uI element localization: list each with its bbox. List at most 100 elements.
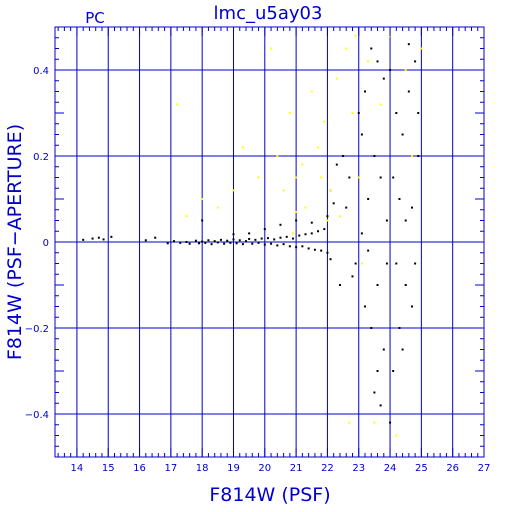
data-point: [410, 206, 413, 209]
data-point: [102, 238, 105, 241]
y-tick-labels: −0.4 −0.2 0 0.2 0.4: [25, 66, 49, 421]
x-tick-label: 16: [133, 463, 146, 474]
data-point: [313, 248, 316, 251]
data-point: [323, 120, 326, 123]
data-point: [279, 236, 282, 239]
data-point: [232, 233, 235, 236]
data-point: [398, 198, 401, 200]
data-point: [317, 230, 320, 233]
data-point: [232, 238, 235, 241]
data-point: [263, 243, 266, 246]
data-point: [357, 176, 360, 179]
data-point: [329, 189, 332, 192]
data-point: [295, 210, 298, 213]
x-tick-labels: 14 15 16 17 18 19 20 21 22 23 24 25 26 27: [71, 463, 491, 474]
x-tick-label: 14: [71, 463, 84, 474]
data-point: [382, 348, 385, 351]
y-tick-label: 0.2: [33, 152, 49, 163]
data-point: [188, 242, 191, 245]
data-point: [185, 215, 188, 218]
x-tick-label: 22: [321, 463, 334, 474]
data-point: [282, 189, 285, 192]
data-point: [245, 240, 248, 243]
data-point: [373, 421, 376, 424]
x-tick-label: 19: [227, 463, 240, 474]
data-point: [407, 43, 410, 46]
data-point: [326, 219, 329, 222]
x-tick-label: 20: [258, 463, 271, 474]
data-point: [326, 215, 329, 218]
data-point: [360, 262, 363, 265]
data-point: [370, 327, 373, 329]
data-point: [232, 189, 235, 192]
data-point: [389, 421, 392, 424]
data-point: [285, 235, 288, 238]
data-point: [295, 219, 298, 222]
corner-label: PC: [85, 9, 105, 27]
data-point: [295, 246, 298, 249]
data-point: [301, 163, 304, 166]
data-point: [354, 262, 357, 265]
data-point: [194, 239, 197, 242]
data-point: [345, 206, 348, 209]
data-point: [307, 247, 310, 250]
data-point: [367, 60, 370, 63]
data-point: [392, 370, 395, 372]
x-tick-label: 21: [290, 463, 303, 474]
data-point: [263, 228, 266, 231]
data-point: [364, 305, 367, 308]
data-point: [291, 237, 294, 240]
data-point: [317, 146, 320, 149]
data-point: [370, 47, 373, 50]
data-point: [335, 163, 338, 166]
data-point: [404, 219, 407, 222]
data-point: [298, 234, 301, 237]
chart-title: lmc_u5ay03: [214, 3, 323, 24]
data-point: [97, 236, 100, 239]
data-point: [310, 90, 313, 93]
data-point: [110, 235, 113, 238]
data-point: [367, 198, 370, 200]
data-point: [210, 243, 213, 246]
data-point: [379, 176, 382, 179]
data-point: [395, 434, 398, 437]
y-tick-label: −0.2: [25, 324, 49, 335]
data-point: [357, 112, 360, 114]
data-point: [335, 77, 338, 80]
data-point: [414, 60, 417, 63]
data-point: [329, 258, 332, 261]
data-point: [144, 239, 147, 242]
data-point: [266, 237, 269, 240]
data-point: [207, 239, 210, 242]
data-point: [385, 262, 388, 265]
y-tick-label: 0.4: [33, 66, 49, 77]
data-point: [407, 90, 410, 93]
data-point: [417, 155, 420, 157]
data-point: [332, 202, 335, 205]
data-point: [204, 241, 207, 244]
data-point: [342, 155, 345, 157]
x-tick-label: 15: [102, 463, 115, 474]
data-point: [338, 215, 341, 218]
data-point: [376, 284, 379, 286]
data-point: [360, 232, 363, 235]
data-point: [354, 34, 357, 37]
data-point: [367, 249, 370, 252]
data-point: [288, 112, 291, 114]
data-point: [379, 404, 382, 407]
data-point: [410, 305, 413, 308]
data-point: [229, 241, 232, 244]
grid-lines: [55, 27, 484, 457]
data-point: [154, 236, 157, 239]
x-tick-label: 26: [446, 463, 459, 474]
data-point: [201, 240, 204, 243]
data-point: [176, 103, 179, 106]
data-point: [348, 176, 351, 179]
data-points: [82, 34, 423, 437]
data-point: [351, 275, 354, 278]
data-point: [226, 239, 229, 242]
data-point: [376, 60, 379, 63]
data-point: [82, 238, 85, 241]
data-point: [241, 243, 244, 246]
data-point: [213, 240, 216, 243]
